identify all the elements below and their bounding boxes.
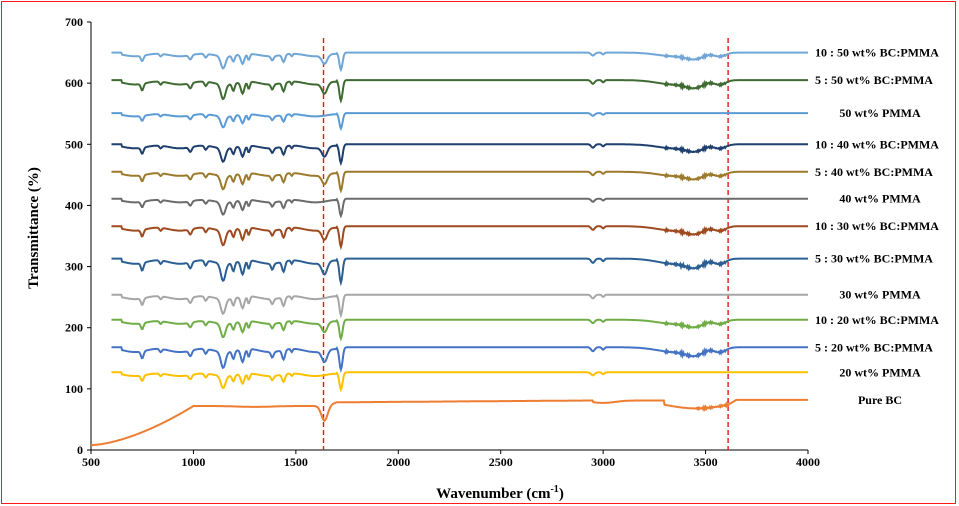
x-tick-label: 1500: [284, 455, 308, 469]
legend-label: 40 wt% PMMA: [839, 192, 921, 206]
series-line: [111, 293, 808, 319]
legend-label: 5 : 20 wt% BC:PMMA: [815, 340, 933, 354]
series-line: [111, 257, 808, 287]
legend-label: 10 : 20 wt% BC:PMMA: [815, 313, 939, 327]
series-line: [111, 51, 808, 73]
legend-label: 10 : 40 wt% BC:PMMA: [815, 137, 939, 151]
legend-label: Pure BC: [858, 393, 902, 407]
x-tick-label: 1000: [181, 455, 205, 469]
y-tick-label: 100: [65, 382, 83, 396]
x-tick-label: 500: [82, 455, 100, 469]
legend-label: 5 : 40 wt% BC:PMMA: [815, 165, 933, 179]
series-line: [111, 143, 808, 167]
legend-label: 50 wt% PMMA: [839, 106, 921, 120]
series-line: [111, 112, 808, 132]
y-tick-label: 400: [65, 198, 83, 212]
y-tick-label: 300: [65, 260, 83, 274]
y-tick-label: 700: [65, 15, 83, 29]
legend-label: 30 wt% PMMA: [839, 288, 921, 302]
series-line: [111, 371, 808, 393]
y-tick-label: 0: [77, 443, 83, 457]
y-tick-label: 600: [65, 76, 83, 90]
y-tick-label: 200: [65, 321, 83, 335]
marker-lines: [322, 38, 729, 450]
x-tick-label: 2500: [489, 455, 513, 469]
axes: 0 100 200 300 400 500 600 700 500 1000 1500 2000 250…: [65, 15, 820, 469]
x-tick-label: 3000: [591, 455, 615, 469]
y-tick-label: 500: [65, 137, 83, 151]
series-line: [111, 170, 808, 194]
legend-label: 20 wt% PMMA: [839, 365, 921, 379]
series-line: [111, 346, 808, 374]
series-line: [111, 197, 808, 219]
x-tick-label: 4000: [796, 455, 820, 469]
series-line: [111, 78, 808, 104]
legend-label: 5 : 50 wt% BC:PMMA: [815, 73, 933, 87]
series-line: [111, 225, 808, 251]
x-tick-label: 2000: [386, 455, 410, 469]
series-lines: [91, 51, 808, 447]
x-axis-label: Wavenumber (cm-1): [436, 484, 564, 502]
legend-label: 10 : 30 wt% BC:PMMA: [815, 219, 939, 233]
series-line: [91, 398, 808, 447]
y-axis-label: Transmittance (%): [26, 167, 42, 289]
legend-label: 5 : 30 wt% BC:PMMA: [815, 252, 933, 266]
x-tick-label: 3500: [694, 455, 718, 469]
legend-label: 10 : 50 wt% BC:PMMA: [815, 46, 939, 60]
series-line: [111, 318, 808, 342]
legend-labels: 10 : 50 wt% BC:PMMA 5 : 50 wt% BC:PMMA 50 …: [815, 46, 939, 407]
